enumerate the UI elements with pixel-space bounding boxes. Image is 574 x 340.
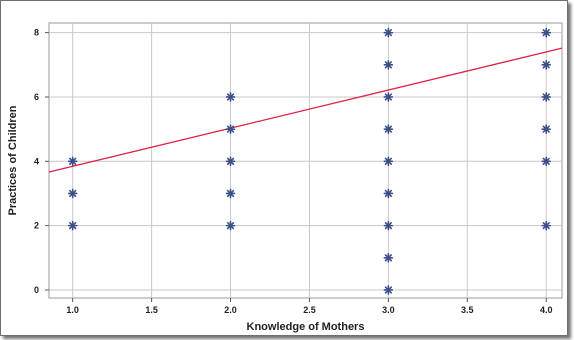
chart-frame: 1.0 1.5 2.0 2.5 3.0 3.5 4.0 0 2 4 6 8 Knowledge of… — [0, 0, 568, 336]
x-tick-label: 3.0 — [382, 305, 395, 315]
plot-area — [48, 22, 563, 299]
data-point — [225, 220, 236, 231]
data-point — [67, 188, 78, 199]
x-axis-title: Knowledge of Mothers — [247, 321, 365, 333]
data-point — [541, 124, 552, 134]
x-tick-label: 4.0 — [540, 305, 553, 315]
scatter-chart: 1.0 1.5 2.0 2.5 3.0 3.5 4.0 0 2 4 6 8 Knowledge of… — [7, 22, 563, 333]
data-point — [225, 92, 236, 102]
fit-line — [48, 47, 563, 173]
y-tick-label: 6 — [34, 92, 39, 102]
x-tick-label: 1.5 — [145, 305, 158, 315]
points — [67, 27, 552, 295]
data-point — [225, 188, 236, 199]
data-point — [383, 124, 394, 134]
x-tick-label: 3.5 — [461, 305, 474, 315]
data-point — [541, 60, 552, 70]
data-point — [383, 156, 394, 167]
y-axis-title: Practices of Children — [7, 105, 19, 215]
data-point — [383, 92, 394, 102]
data-point — [383, 220, 394, 231]
data-point — [541, 156, 552, 167]
x-axis-ticks: 1.0 1.5 2.0 2.5 3.0 3.5 4.0 — [66, 298, 552, 315]
data-point — [225, 156, 236, 167]
y-tick-label: 4 — [34, 156, 39, 166]
x-tick-label: 2.0 — [224, 305, 237, 315]
data-point — [67, 156, 78, 167]
data-point — [383, 60, 394, 70]
data-point — [541, 92, 552, 102]
fit-line-group — [48, 47, 563, 173]
data-point — [383, 252, 394, 263]
y-tick-label: 2 — [34, 221, 39, 231]
data-point — [383, 188, 394, 199]
data-point — [383, 285, 394, 295]
x-tick-label: 2.5 — [303, 305, 316, 315]
data-point — [541, 27, 552, 38]
data-point — [67, 220, 78, 231]
data-point — [383, 27, 394, 38]
y-axis-ticks: 0 2 4 6 8 — [34, 28, 49, 295]
y-tick-label: 8 — [34, 28, 39, 38]
data-point — [225, 124, 236, 134]
data-point — [541, 220, 552, 231]
x-tick-label: 1.0 — [66, 305, 79, 315]
y-tick-label: 0 — [34, 285, 39, 295]
